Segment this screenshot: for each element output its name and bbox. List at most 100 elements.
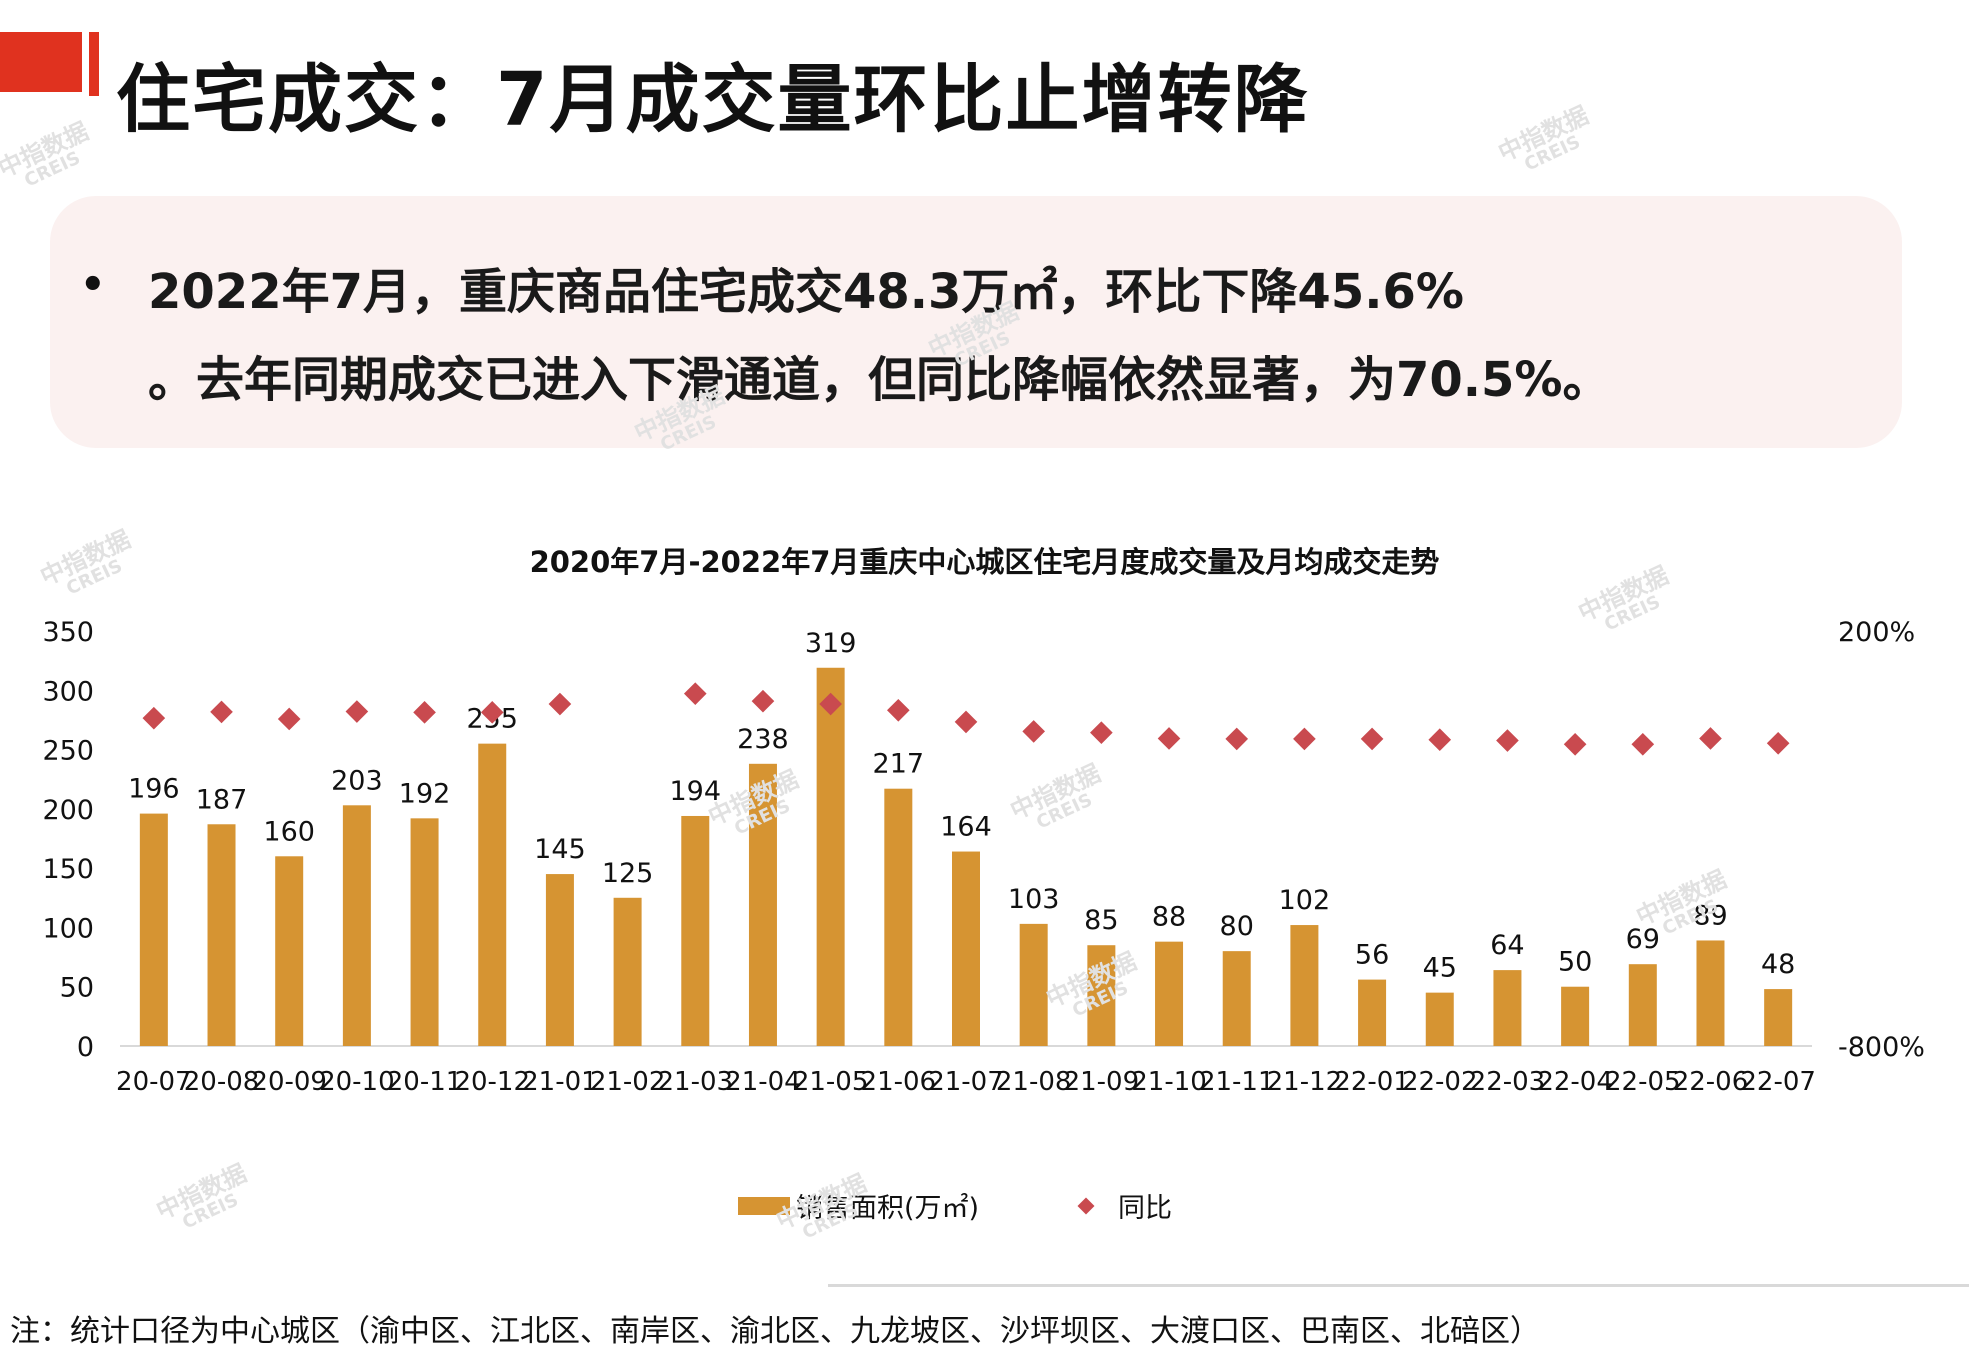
bar-value-label: 64 [1490, 930, 1524, 961]
yoy-marker [1563, 732, 1587, 756]
x-tick-label: 21-02 [590, 1067, 666, 1097]
yoy-marker [1293, 727, 1316, 751]
yoy-marker [1360, 727, 1384, 751]
yoy-marker [1022, 720, 1045, 743]
bar [1358, 979, 1387, 1046]
bar [613, 897, 642, 1046]
bar [681, 815, 710, 1046]
bar-value-label: 145 [534, 834, 586, 865]
bar-value-label: 102 [1279, 885, 1331, 916]
x-tick-label: 21-03 [657, 1067, 733, 1097]
x-tick-label: 21-10 [1131, 1067, 1207, 1097]
yoy-marker [277, 707, 301, 731]
bar [1425, 992, 1454, 1046]
yoy-marker [1225, 727, 1249, 751]
yoy-marker [1090, 721, 1113, 744]
bar-value-label: 160 [263, 816, 315, 847]
y-left-tick-label: 350 [42, 617, 94, 648]
y-left-tick-label: 0 [77, 1032, 94, 1063]
summary-box [50, 196, 1902, 448]
bar-value-label: 319 [805, 628, 857, 659]
footer-divider [828, 1284, 1969, 1287]
legend-label-area: 销售面积(万㎡) [796, 1193, 980, 1224]
bar-value-label: 103 [1008, 884, 1060, 915]
bar-value-label: 56 [1355, 940, 1389, 971]
yoy-marker [1699, 727, 1722, 750]
bar-value-label: 88 [1152, 902, 1186, 933]
chart-title: 2020年7月-2022年7月重庆中心城区住宅月度成交量及月均成交走势 [529, 545, 1440, 579]
bar [275, 856, 304, 1046]
bar-value-label: 192 [399, 778, 451, 809]
bar [1764, 989, 1793, 1046]
yoy-marker [413, 701, 436, 724]
yoy-marker [1428, 728, 1452, 752]
bar-value-label: 203 [331, 765, 383, 796]
yoy-marker [1496, 729, 1519, 752]
summary-bullet: • [80, 262, 106, 308]
footnote: 注：统计口径为中心城区（渝中区、江北区、南岸区、渝北区、九龙坡区、沙坪坝区、大渡… [10, 1314, 1540, 1349]
bar [410, 818, 439, 1046]
bar-value-label: 125 [602, 858, 654, 889]
title-accent-line [89, 32, 99, 96]
bar [342, 805, 371, 1046]
legend-diamond-swatch [1077, 1197, 1095, 1214]
summary-text: 2022年7月，重庆商品住宅成交48.3万㎡，环比下降45.6% 。去年同期成交… [148, 248, 1638, 424]
x-tick-label: 20-07 [116, 1067, 192, 1097]
x-tick-label: 21-04 [725, 1067, 801, 1097]
bar [139, 813, 168, 1046]
bar [1087, 945, 1116, 1046]
x-tick-label: 20-10 [319, 1067, 395, 1097]
x-tick-label: 21-01 [522, 1067, 598, 1097]
x-tick-label: 22-05 [1605, 1067, 1681, 1097]
bar-value-label: 187 [196, 784, 248, 815]
legend-bar-swatch [738, 1196, 790, 1215]
bar-value-label: 48 [1761, 949, 1795, 980]
bar-value-label: 217 [873, 749, 925, 780]
x-tick-label: 20-12 [454, 1067, 530, 1097]
bar [1493, 970, 1522, 1046]
bar [207, 824, 236, 1046]
bar [1696, 940, 1725, 1046]
x-tick-label: 20-11 [387, 1067, 463, 1097]
x-tick-label: 22-03 [1470, 1067, 1546, 1097]
bar [952, 851, 980, 1046]
yoy-marker [819, 692, 842, 716]
bar-value-label: 80 [1220, 911, 1254, 942]
title-accent-block [0, 32, 82, 92]
bar [884, 788, 913, 1046]
x-tick-label: 21-07 [928, 1067, 1004, 1097]
y-left-tick-label: 250 [42, 736, 94, 767]
summary-line-2: 。去年同期成交已进入下滑通道，但同比降幅依然显著，为70.5%。 [148, 352, 1611, 408]
x-tick-label: 22-02 [1402, 1067, 1478, 1097]
bar [1290, 925, 1319, 1046]
bar [478, 743, 507, 1046]
bar-value-label: 69 [1626, 924, 1660, 955]
y-left-tick-label: 50 [60, 973, 94, 1004]
legend-item-area: 销售面积(万㎡) [738, 1186, 979, 1225]
yoy-marker [480, 701, 504, 724]
bar-value-label: 238 [737, 724, 789, 755]
bar-value-label: 45 [1423, 953, 1457, 984]
bar-value-label: 50 [1558, 947, 1592, 978]
x-tick-label: 22-07 [1740, 1067, 1816, 1097]
yoy-marker [683, 682, 707, 705]
yoy-marker [1631, 732, 1655, 756]
yoy-marker [548, 692, 572, 716]
x-tick-label: 21-06 [861, 1067, 937, 1097]
bar [748, 763, 777, 1046]
yoy-marker [142, 706, 166, 730]
yoy-marker [887, 698, 910, 722]
x-tick-label: 20-09 [251, 1067, 327, 1097]
x-tick-label: 21-09 [1064, 1067, 1140, 1097]
yoy-marker [210, 700, 233, 724]
bar [1155, 941, 1184, 1046]
x-tick-label: 21-11 [1199, 1067, 1275, 1097]
x-tick-label: 22-01 [1334, 1067, 1410, 1097]
yoy-marker [954, 710, 978, 734]
page-title: 住宅成交：7月成交量环比止增转降 [116, 57, 1310, 143]
yoy-marker [1766, 731, 1790, 755]
x-tick-label: 21-12 [1267, 1067, 1343, 1097]
x-tick-label: 20-08 [184, 1067, 260, 1097]
y-left-tick-label: 200 [42, 795, 94, 826]
